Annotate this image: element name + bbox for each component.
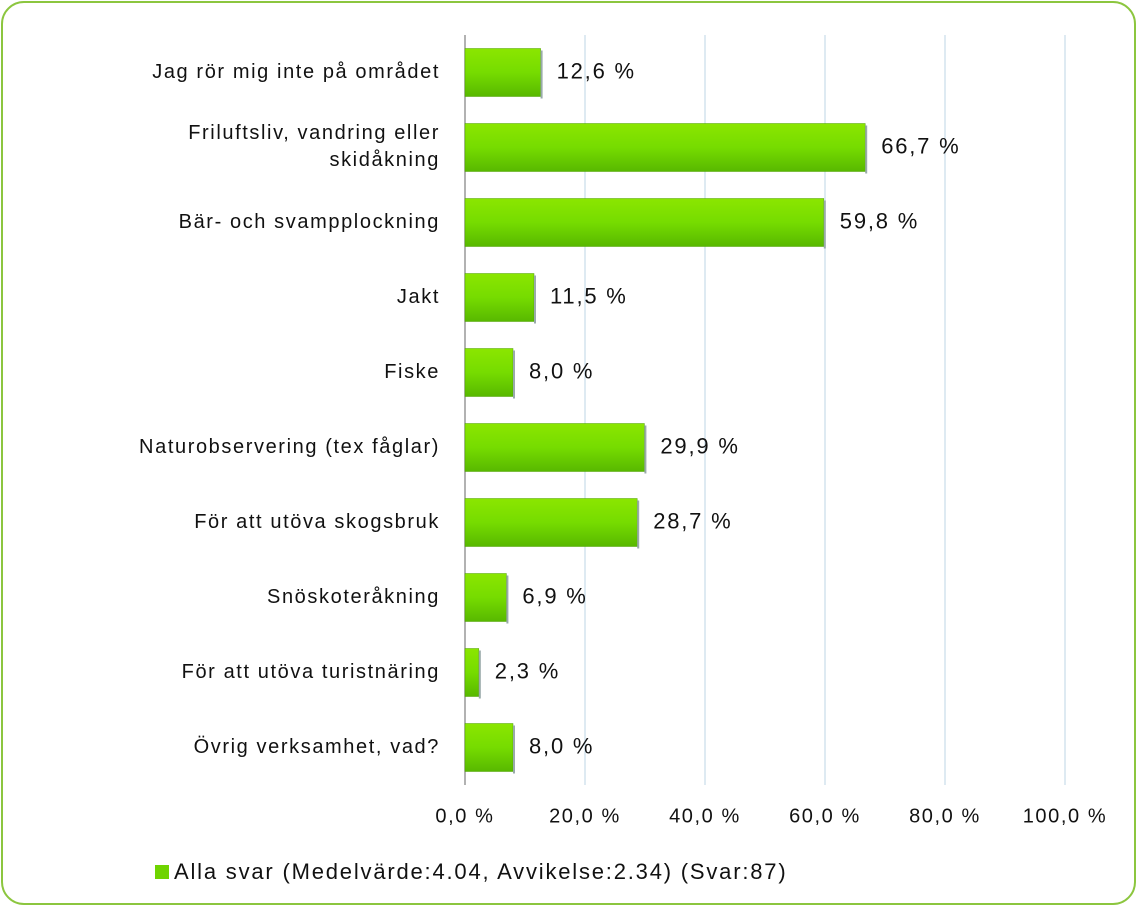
- x-tick-label: 60,0 %: [789, 805, 861, 827]
- bar: [464, 123, 866, 172]
- category-label: Snöskoteråkning: [267, 586, 440, 608]
- value-label: 2,3 %: [495, 658, 560, 683]
- bar: [464, 48, 541, 97]
- bar-shadow: [534, 275, 536, 324]
- bar-shadow: [637, 500, 640, 549]
- x-tick-label: 100,0 %: [1023, 805, 1108, 827]
- category-label: Övrig verksamhet, vad?: [194, 736, 440, 758]
- x-tick-label: 0,0 %: [435, 805, 494, 827]
- bar-shadow: [865, 125, 868, 174]
- bar-shadow: [540, 50, 543, 99]
- bar: [464, 348, 514, 397]
- x-tick-label: 20,0 %: [549, 805, 621, 827]
- bar: [464, 648, 480, 697]
- category-label: För att utöva skogsbruk: [194, 511, 440, 533]
- value-label: 8,0 %: [529, 733, 594, 758]
- bar: [464, 573, 507, 622]
- value-label: 59,8 %: [840, 208, 919, 233]
- bar: [464, 273, 535, 322]
- value-label: 29,9 %: [660, 433, 739, 458]
- value-label: 28,7 %: [653, 508, 732, 533]
- legend-label: Alla svar (Medelvärde:4.04, Avvikelse:2.…: [174, 859, 787, 884]
- value-label: 11,5 %: [550, 283, 628, 308]
- category-label: Friluftsliv, vandring eller skidåkning: [188, 122, 440, 171]
- bar: [464, 198, 825, 247]
- bar: [464, 498, 638, 547]
- bar: [464, 723, 514, 772]
- category-label: Naturobservering (tex fåglar): [139, 436, 440, 458]
- category-label: Jag rör mig inte på området: [152, 61, 440, 83]
- bar-shadow: [478, 650, 481, 699]
- value-label: 6,9 %: [522, 583, 587, 608]
- category-label: Jakt: [397, 286, 440, 308]
- category-label: Bär- och svampplockning: [179, 211, 440, 233]
- bar-shadow: [513, 725, 515, 774]
- bar-shadow: [506, 575, 509, 624]
- x-tick-label: 40,0 %: [669, 805, 741, 827]
- value-label: 12,6 %: [557, 58, 636, 83]
- bar-shadow: [823, 200, 826, 249]
- bar-shadow: [513, 350, 515, 399]
- value-label: 66,7 %: [881, 133, 960, 158]
- bar-shadow: [644, 425, 647, 474]
- legend-swatch: [155, 865, 169, 879]
- category-label: För att utöva turistnäring: [182, 661, 440, 683]
- x-tick-label: 80,0 %: [909, 805, 981, 827]
- category-label: Fiske: [384, 361, 440, 383]
- value-label: 8,0 %: [529, 358, 594, 383]
- bar: [464, 423, 645, 472]
